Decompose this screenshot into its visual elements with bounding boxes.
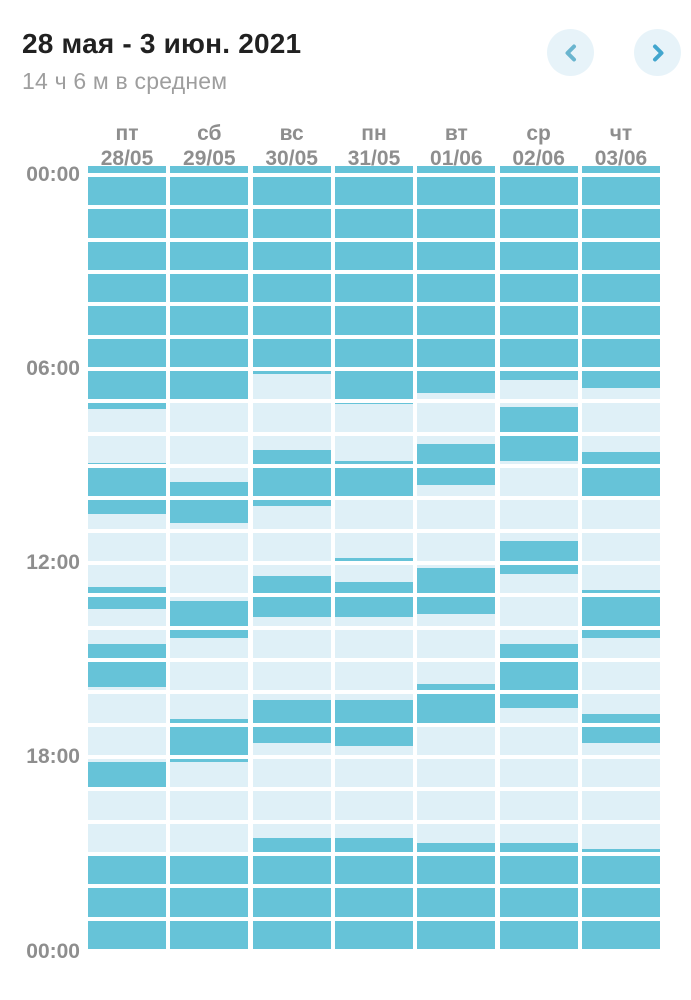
day-date-label: 02/06: [512, 147, 565, 170]
hour-gridline: [88, 302, 660, 307]
usage-block: [88, 463, 166, 515]
day-column-03-06: [581, 166, 660, 951]
usage-block: [170, 166, 249, 402]
hour-gridline: [88, 173, 660, 177]
usage-block: [581, 166, 660, 388]
hour-gridline: [88, 269, 660, 274]
hour-gridline: [88, 528, 660, 533]
hour-gridline: [88, 205, 660, 210]
hour-gridline: [88, 884, 660, 889]
usage-block: [581, 848, 660, 951]
day-date-label: 03/06: [594, 147, 648, 170]
usage-block: [170, 853, 249, 951]
usage-block: [334, 581, 413, 617]
hour-gridline: [88, 851, 660, 856]
usage-block: [417, 166, 496, 394]
time-axis-label-24: 00:00: [26, 940, 80, 963]
hour-gridline: [88, 431, 660, 436]
usage-block: [417, 568, 496, 615]
usage-block: [88, 853, 166, 951]
day-column-31-05: [334, 166, 413, 951]
day-date-label: 30/05: [265, 147, 318, 170]
chevron-right-icon: [645, 40, 671, 66]
usage-block: [581, 713, 660, 744]
day-header-вс: вс 30/05: [253, 121, 331, 173]
day-header-сб: сб 29/05: [170, 121, 248, 173]
time-axis-label-0: 00:00: [26, 163, 80, 186]
day-header-вт: вт 01/06: [417, 121, 495, 173]
day-name-label: пт: [115, 122, 139, 145]
hour-gridline: [88, 690, 660, 695]
day-header-чт: чт 03/06: [582, 121, 660, 173]
next-week-button[interactable]: [634, 29, 681, 76]
day-header-ср: ср 02/06: [500, 121, 578, 173]
usage-block: [170, 482, 249, 523]
hour-gridline: [88, 334, 660, 339]
usage-block: [581, 589, 660, 639]
page-title: 28 мая - 3 июн. 2021: [22, 28, 302, 59]
usage-chart: [88, 166, 660, 954]
day-column-01-06: [417, 166, 496, 951]
usage-block: [417, 843, 496, 951]
day-name-label: вт: [444, 122, 468, 145]
hour-gridline: [88, 399, 660, 404]
usage-block: [88, 762, 166, 790]
hour-gridline: [88, 366, 660, 371]
usage-block: [88, 587, 166, 609]
time-axis-label-18: 18:00: [26, 745, 80, 768]
hour-gridline: [88, 560, 660, 565]
day-date-label: 31/05: [347, 147, 401, 170]
usage-block: [334, 557, 413, 563]
day-column-29-05: [170, 166, 249, 951]
day-name-label: ср: [526, 122, 551, 145]
hour-gridline: [88, 237, 660, 242]
usage-block: [499, 541, 578, 574]
usage-block: [88, 643, 166, 687]
chevron-left-icon: [558, 40, 584, 66]
day-column-02-06: [499, 166, 578, 951]
hour-gridline: [88, 754, 660, 759]
time-axis-label-6: 06:00: [26, 357, 80, 380]
hour-gridline: [88, 496, 660, 501]
day-header-пн: пн 31/05: [335, 121, 413, 173]
usage-block: [88, 166, 166, 410]
hour-gridline: [88, 463, 660, 468]
usage-block: [334, 837, 413, 951]
day-name-label: вс: [279, 122, 304, 145]
day-column-28-05: [88, 166, 166, 951]
time-axis-label-12: 12:00: [26, 551, 80, 574]
usage-block: [499, 843, 578, 951]
hour-gridline: [88, 948, 660, 953]
day-date-label: 01/06: [430, 147, 483, 170]
usage-block: [252, 837, 331, 951]
hour-gridline: [88, 787, 660, 792]
day-name-label: чт: [609, 122, 633, 145]
day-date-label: 28/05: [100, 147, 154, 170]
hour-gridline: [88, 593, 660, 598]
hour-gridline: [88, 819, 660, 824]
average-subtitle: 14 ч 6 м в среднем: [22, 68, 228, 94]
hour-gridline: [88, 657, 660, 662]
prev-week-button[interactable]: [547, 29, 594, 76]
day-column-30-05: [252, 166, 331, 951]
hour-gridline: [88, 916, 660, 921]
usage-block: [170, 600, 249, 639]
hour-gridline: [88, 625, 660, 630]
usage-block: [499, 643, 578, 709]
usage-block: [252, 700, 331, 744]
day-name-label: пн: [361, 122, 387, 145]
day-header-пт: пт 28/05: [88, 121, 166, 173]
usage-block: [581, 452, 660, 499]
day-name-label: сб: [197, 122, 222, 145]
hour-gridline: [88, 722, 660, 727]
day-date-label: 29/05: [183, 147, 236, 170]
